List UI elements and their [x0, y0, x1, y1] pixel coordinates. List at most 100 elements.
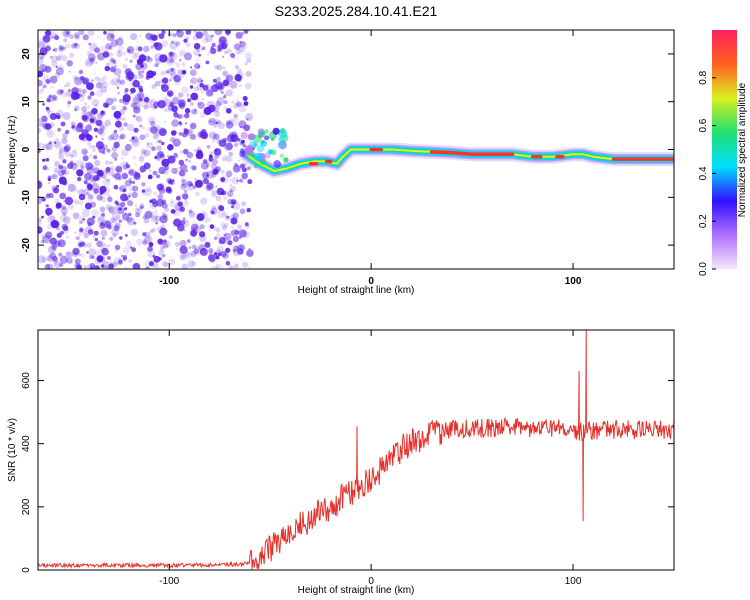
- noise-speckle: [129, 139, 132, 142]
- noise-speckle: [231, 205, 234, 209]
- noise-speckle: [189, 122, 197, 130]
- noise-speckle: [160, 127, 163, 130]
- colorbar-ticks: 0.0 0.2 0.4 0.6 0.8: [698, 70, 716, 276]
- noise-speckle: [154, 209, 158, 212]
- noise-speckle: [184, 128, 193, 137]
- noise-speckle: [170, 108, 174, 112]
- noise-speckle: [164, 57, 167, 61]
- noise-speckle: [189, 85, 194, 89]
- noise-speckle: [237, 248, 244, 255]
- noise-speckle: [139, 152, 147, 159]
- noise-speckle: [220, 91, 224, 94]
- noise-speckle: [157, 126, 160, 129]
- noise-speckle: [193, 247, 202, 256]
- noise-speckle: [93, 235, 95, 238]
- noise-speckle: [170, 130, 177, 136]
- noise-speckle: [144, 188, 153, 197]
- noise-speckle: [226, 215, 230, 219]
- noise-speckle: [176, 30, 184, 38]
- noise-speckle: [99, 170, 108, 179]
- noise-speckle: [222, 66, 226, 70]
- noise-speckle: [115, 120, 122, 128]
- noise-speckle: [225, 89, 233, 97]
- noise-speckle: [104, 160, 110, 166]
- noise-speckle: [200, 161, 209, 170]
- noise-speckle: [64, 144, 71, 152]
- noise-speckle: [106, 33, 115, 41]
- noise-speckle: [113, 225, 120, 232]
- noise-speckle: [225, 32, 230, 37]
- noise-speckle: [151, 84, 157, 89]
- noise-speckle: [83, 102, 87, 106]
- noise-speckle: [165, 70, 169, 74]
- noise-speckle: [125, 240, 132, 247]
- noise-speckle: [147, 174, 153, 180]
- noise-speckle: [97, 77, 106, 86]
- noise-speckle: [235, 101, 242, 107]
- noise-speckle: [96, 255, 104, 263]
- noise-speckle: [225, 142, 234, 150]
- noise-speckle: [131, 180, 136, 185]
- noise-speckle: [38, 180, 43, 189]
- noise-speckle: [118, 44, 124, 51]
- noise-speckle: [89, 57, 94, 63]
- noise-speckle: [203, 178, 209, 185]
- noise-speckle: [65, 129, 70, 135]
- noise-speckle: [47, 94, 56, 103]
- noise-speckle: [224, 232, 232, 241]
- noise-speckle: [132, 155, 137, 160]
- noise-speckle: [185, 36, 189, 40]
- noise-speckle: [210, 48, 217, 55]
- noise-speckle: [53, 96, 58, 102]
- noise-speckle: [92, 264, 95, 268]
- noise-speckle: [128, 259, 133, 263]
- noise-speckle: [229, 183, 233, 187]
- noise-speckle: [193, 110, 196, 113]
- noise-speckle: [102, 243, 108, 250]
- noise-speckle: [111, 217, 118, 224]
- noise-speckle: [61, 205, 67, 211]
- noise-speckle: [97, 36, 100, 39]
- noise-speckle: [111, 151, 119, 159]
- noise-speckle: [86, 183, 92, 188]
- noise-speckle: [77, 76, 84, 83]
- noise-speckle: [170, 137, 176, 142]
- noise-speckle: [72, 148, 77, 154]
- noise-speckle: [45, 142, 53, 151]
- noise-speckle: [213, 236, 218, 240]
- onset-blob: [240, 131, 248, 140]
- noise-speckle: [81, 148, 88, 156]
- noise-speckle: [219, 205, 225, 211]
- noise-speckle: [243, 101, 249, 106]
- noise-speckle: [145, 186, 152, 192]
- noise-speckle: [65, 235, 70, 239]
- noise-speckle: [119, 184, 127, 193]
- noise-speckle: [163, 239, 167, 243]
- noise-speckle: [67, 183, 76, 192]
- noise-speckle: [108, 260, 114, 266]
- noise-speckle: [149, 57, 153, 62]
- noise-speckle: [91, 179, 94, 182]
- noise-speckle: [94, 76, 100, 81]
- noise-speckle: [203, 219, 208, 224]
- noise-speckle: [114, 158, 118, 161]
- noise-speckle: [173, 111, 177, 115]
- noise-speckle: [122, 51, 127, 56]
- noise-speckle: [151, 228, 155, 233]
- noise-speckle: [238, 84, 243, 88]
- noise-speckle: [233, 263, 239, 269]
- noise-speckle: [170, 199, 175, 204]
- y-tick-label: -20: [21, 237, 32, 252]
- onset-blob: [264, 135, 270, 141]
- onset-blob: [260, 140, 268, 147]
- noise-speckle: [123, 122, 128, 127]
- noise-speckle: [84, 172, 92, 181]
- noise-speckle: [187, 99, 190, 102]
- noise-speckle: [172, 179, 175, 182]
- noise-speckle: [106, 62, 110, 66]
- noise-speckle: [212, 168, 219, 175]
- noise-speckle: [96, 173, 102, 179]
- noise-speckle: [45, 30, 52, 36]
- noise-speckle: [69, 153, 75, 158]
- noise-speckle: [81, 106, 88, 112]
